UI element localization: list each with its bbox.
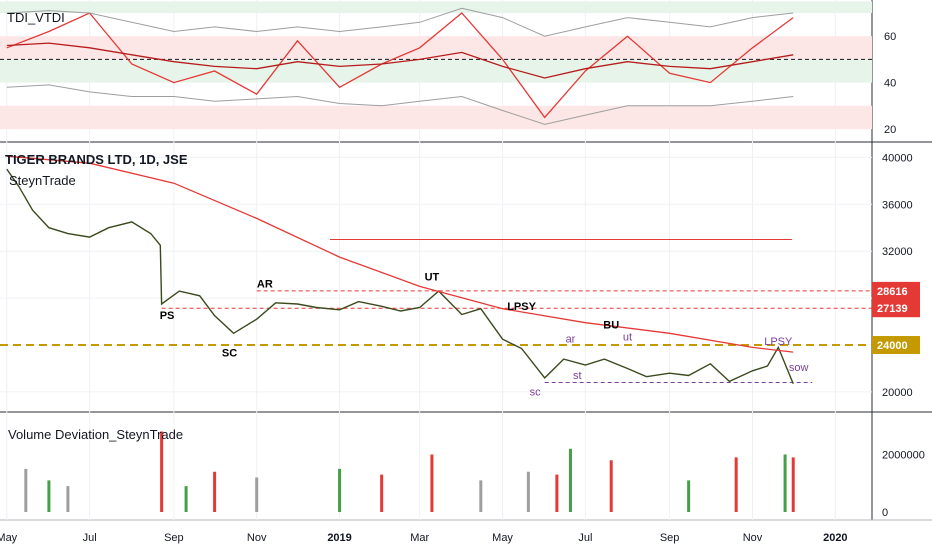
price-tick-label: 36000 — [882, 199, 913, 211]
wyckoff-label: BU — [603, 320, 619, 332]
volume-bar — [24, 468, 28, 512]
price-tick-label: 20000 — [882, 387, 913, 399]
volume-bar — [479, 480, 483, 512]
volume-bar — [430, 454, 434, 512]
volume-bar — [160, 431, 164, 512]
volume-bar — [47, 480, 51, 512]
price-levels: 28616 27139 24000 — [0, 238, 920, 384]
tdi-tick-label: 60 — [884, 31, 896, 43]
volume-bar — [380, 474, 384, 512]
wyckoff-label: LPSY — [507, 301, 536, 313]
volume-bar — [213, 471, 217, 512]
tdi-band — [0, 105, 872, 130]
volume-bar — [66, 486, 70, 512]
price-tick-label: 32000 — [882, 246, 913, 258]
time-tick-label: Nov — [743, 532, 763, 544]
time-axis: May Jul Sep Nov 2019 Mar May Jul Sep Nov 2020 — [0, 532, 848, 544]
price-series — [6, 155, 794, 384]
time-tick-label: Sep — [660, 532, 680, 544]
volume-bar — [734, 457, 738, 512]
volume-tick-label: 2000000 — [882, 450, 925, 462]
volume-tick-label: 0 — [882, 507, 888, 519]
volume-bar — [184, 486, 188, 512]
tdi-series — [6, 7, 794, 125]
price-level-label-box — [872, 336, 920, 355]
time-tick-label: Sep — [164, 532, 184, 544]
price-series-line — [6, 155, 794, 353]
volume-bar — [555, 474, 559, 512]
price-level-label: 28616 — [877, 286, 908, 298]
volume-bar — [609, 460, 613, 512]
time-tick-label: Jul — [578, 532, 592, 544]
tdi-pane-title: TDI_VTDI — [7, 10, 65, 25]
tdi-tick-label: 40 — [884, 78, 896, 90]
tdi-series-line — [6, 12, 794, 119]
time-tick-label: May — [0, 532, 18, 544]
wyckoff-label: AR — [257, 279, 273, 291]
price-level-label: 27139 — [877, 303, 908, 315]
price-axes: 20 40 60 20000 32000 36000 40000 0 2000000 — [882, 31, 925, 519]
volume-bar — [338, 468, 342, 512]
tdi-series-line — [6, 42, 794, 79]
tdi-band — [0, 36, 872, 60]
time-tick-label: Mar — [410, 532, 429, 544]
tdi-tick-label: 20 — [884, 124, 896, 136]
tdi-series-line — [6, 84, 794, 125]
price-series-line — [6, 168, 794, 384]
time-tick-label: 2020 — [823, 532, 847, 544]
time-tick-label: Jul — [83, 532, 97, 544]
tdi-band — [0, 1, 872, 13]
wyckoff-label: ut — [623, 331, 632, 343]
wyckoff-label: PS — [160, 310, 175, 322]
wyckoff-label: ar — [566, 334, 576, 346]
volume-pane-title: Volume Deviation_SteynTrade — [8, 427, 184, 442]
volume-bar — [791, 457, 795, 512]
volume-bar — [255, 477, 259, 512]
wyckoff-annotations: PS SC AR UT LPSY sc ar st BU ut LPSY sow — [160, 272, 809, 399]
pane-backgrounds — [0, 0, 932, 521]
volume-bar — [568, 448, 572, 512]
wyckoff-label: LPSY — [764, 336, 793, 348]
price-level-label: 24000 — [877, 340, 908, 352]
price-pane-title: TIGER BRANDS LTD, 1D, JSE — [5, 152, 188, 167]
time-tick-label: May — [492, 532, 513, 544]
price-level-label-box — [872, 299, 920, 318]
wyckoff-label: sow — [789, 362, 809, 374]
volume-bars — [24, 431, 795, 512]
time-tick-label: Nov — [247, 532, 267, 544]
volume-bar — [687, 480, 691, 512]
wyckoff-label: st — [573, 370, 582, 382]
volume-bar — [783, 454, 787, 512]
price-pane-subtitle: SteynTrade — [9, 173, 76, 188]
wyckoff-label: SC — [222, 348, 237, 360]
wyckoff-label: UT — [425, 272, 440, 284]
time-tick-label: 2019 — [327, 532, 351, 544]
volume-bar — [526, 471, 530, 512]
wyckoff-label: sc — [530, 386, 542, 398]
price-tick-label: 40000 — [882, 152, 913, 164]
price-level-label-box — [872, 281, 920, 300]
tdi-series-line — [6, 7, 794, 37]
